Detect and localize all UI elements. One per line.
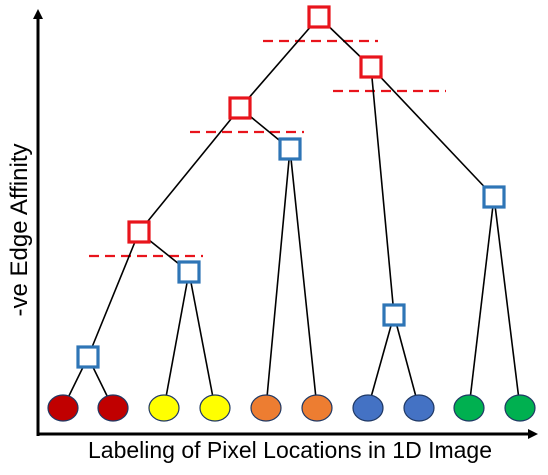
threshold-lines <box>89 39 446 258</box>
edge-B2-L4 <box>188 271 216 409</box>
tree-edges <box>62 16 521 409</box>
node-blue-B1 <box>76 345 100 369</box>
leaf-pixels <box>47 394 536 422</box>
node-blue-B5 <box>482 185 506 209</box>
edge-B3-L6 <box>289 148 318 409</box>
leaf-pixel-L6 <box>301 394 333 422</box>
leaf-pixel-L10 <box>504 394 536 422</box>
node-red-R4 <box>127 220 151 244</box>
node-red-R2 <box>359 55 383 79</box>
leaf-pixel-L7 <box>352 394 384 422</box>
edge-B3-L5 <box>265 148 291 409</box>
edge-R2-B5 <box>370 66 495 198</box>
edge-R3-R4 <box>138 107 241 233</box>
leaf-pixel-L4 <box>199 394 231 422</box>
edge-root-R3 <box>239 16 320 109</box>
node-blue-B3 <box>278 137 302 161</box>
leaf-pixel-L1 <box>47 394 79 422</box>
y-axis-label: -ve Edge Affinity <box>6 143 33 317</box>
edge-R4-B1 <box>87 231 140 358</box>
node-blue-B4 <box>382 303 406 327</box>
edge-B4-L7 <box>367 314 395 409</box>
tree-nodes <box>76 5 506 369</box>
node-red-R3 <box>228 96 252 120</box>
edge-B4-L8 <box>393 314 420 409</box>
leaf-pixel-L2 <box>97 394 129 422</box>
leaf-pixel-L3 <box>148 394 180 422</box>
edge-B5-L10 <box>493 196 521 409</box>
node-red-root <box>307 5 331 29</box>
leaf-pixel-L5 <box>250 394 282 422</box>
axes <box>33 9 538 439</box>
leaf-pixel-L9 <box>453 394 485 422</box>
leaf-pixel-L8 <box>403 394 435 422</box>
edge-R2-B4 <box>370 66 395 316</box>
node-blue-B2 <box>177 260 201 284</box>
x-axis-label: Labeling of Pixel Locations in 1D Image <box>87 437 493 463</box>
edge-B2-L3 <box>163 271 190 409</box>
edge-B5-L9 <box>468 196 495 409</box>
